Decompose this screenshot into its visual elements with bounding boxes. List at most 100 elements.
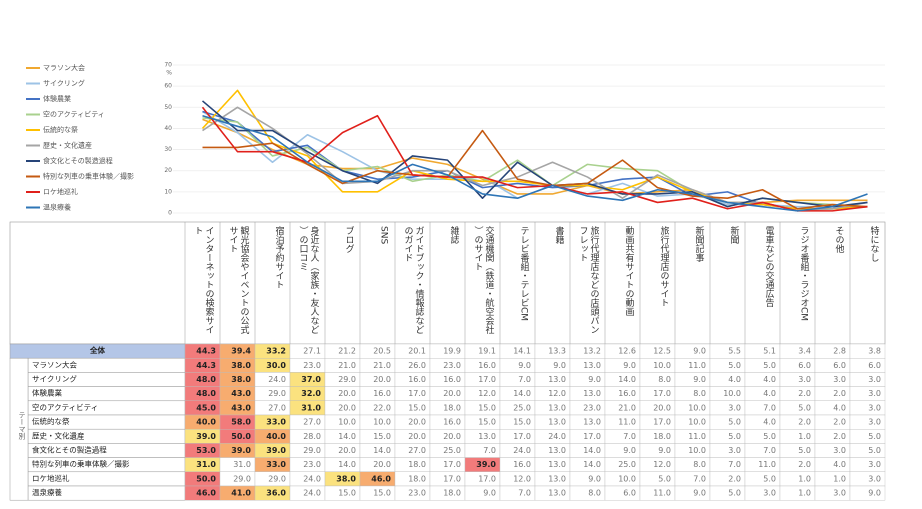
table-value: 12.0 [478, 389, 496, 398]
y-tick-label: 50 [164, 104, 172, 111]
table-value: 14.0 [618, 375, 636, 384]
row-label: 歴史・文化遺産 [32, 430, 85, 440]
table-value: 17.0 [443, 460, 461, 469]
category-header: 書籍 [554, 225, 565, 245]
table-value: 6.0 [868, 361, 881, 370]
table-value: 9.0 [623, 446, 636, 455]
table-value: 16.0 [513, 460, 531, 469]
table-value: 4.0 [763, 418, 776, 427]
table-value: 27.1 [303, 347, 321, 356]
table-value: 16.0 [618, 389, 636, 398]
table-value: 18.0 [443, 489, 461, 498]
table-value: 11.0 [688, 361, 706, 370]
table-value: 3.0 [728, 403, 741, 412]
series-line [201, 106, 868, 212]
table-value: 15.0 [373, 489, 391, 498]
table-value: 39.0 [196, 432, 216, 441]
table-value: 17.0 [478, 474, 496, 483]
table-value: 7.0 [518, 489, 531, 498]
row-label: 空のアクティビティ [32, 402, 98, 412]
table-value: 39.0 [476, 460, 496, 469]
category-header: 身近な人（家族・友人など）の口コミ [298, 225, 320, 334]
table-value: 17.0 [653, 389, 671, 398]
table-value: 5.0 [728, 418, 741, 427]
table-value: 38.0 [231, 375, 251, 384]
table-value: 7.0 [483, 446, 496, 455]
row-group-label: テーマ別 [18, 411, 26, 440]
table-value: 2.0 [728, 474, 741, 483]
table-value: 3.8 [868, 347, 881, 356]
table-value: 15.0 [373, 432, 391, 441]
table-value: 20.0 [653, 403, 671, 412]
table-value: 6.0 [833, 361, 846, 370]
y-tick-label: 70 [164, 62, 172, 69]
table-value: 33.2 [266, 347, 286, 356]
table-value: 14.0 [373, 446, 391, 455]
table-value: 14.0 [338, 432, 356, 441]
table-value: 32.0 [301, 389, 321, 398]
table-value: 58.0 [231, 418, 251, 427]
category-header: 交通機関（鉄道・航空会社）のサイト [473, 225, 495, 335]
category-header: テレビ番組・テレビCM [519, 226, 530, 321]
table-value: 25.0 [618, 460, 636, 469]
table-value: 14.0 [338, 460, 356, 469]
table-value: 3.0 [868, 418, 881, 427]
table-value: 9.0 [588, 474, 601, 483]
table-value: 15.0 [338, 489, 356, 498]
table-value: 24.0 [303, 489, 321, 498]
table-value: 26.0 [408, 361, 426, 370]
group-label-cell [9, 357, 29, 501]
y-tick-label: 10 [164, 188, 172, 195]
table-value: 11.0 [758, 460, 776, 469]
table-value: 9.0 [553, 361, 566, 370]
table-value: 48.0 [196, 389, 216, 398]
table-value: 3.0 [868, 460, 881, 469]
table-value: 16.0 [408, 375, 426, 384]
table-value: 25.0 [443, 446, 461, 455]
table-value: 21.2 [338, 347, 356, 356]
table-value: 23.0 [583, 403, 601, 412]
table-value: 16.0 [443, 375, 461, 384]
table-value: 12.0 [548, 389, 566, 398]
table-value: 15.0 [408, 403, 426, 412]
table-value: 8.0 [693, 460, 706, 469]
table-value: 50.0 [231, 432, 251, 441]
table-value: 10.0 [688, 403, 706, 412]
row-label: 食文化とその製造過程 [32, 445, 107, 455]
table-value: 3.0 [833, 489, 846, 498]
table-value: 17.0 [653, 418, 671, 427]
table-value: 9.0 [518, 361, 531, 370]
table-value: 11.0 [653, 489, 671, 498]
y-tick-label: 40 [164, 125, 172, 132]
table-value: 43.0 [231, 389, 251, 398]
table-value: 21.0 [373, 361, 391, 370]
table-value: 12.5 [653, 347, 671, 356]
table-value: 20.1 [408, 347, 426, 356]
legend-label: 特別な列車の乗車体験／撮影 [43, 172, 134, 181]
table-value: 5.5 [728, 347, 741, 356]
table-value: 13.0 [548, 375, 566, 384]
table-value: 13.0 [583, 361, 601, 370]
category-header: 宿泊予約サイト [274, 225, 285, 289]
table-value: 7.0 [728, 460, 741, 469]
table-value: 46.0 [196, 489, 216, 498]
table-value: 15.0 [513, 418, 531, 427]
table-value: 14.0 [583, 460, 601, 469]
table-value: 24.0 [268, 375, 286, 384]
table-value: 20.0 [408, 432, 426, 441]
table-value: 36.0 [266, 489, 286, 498]
table-value: 18.0 [408, 460, 426, 469]
table-value: 19.9 [443, 347, 461, 356]
table-value: 3.0 [833, 375, 846, 384]
table-value: 2.0 [798, 418, 811, 427]
table-value: 2.0 [833, 432, 846, 441]
category-header: 新聞 [729, 225, 740, 245]
table-value: 43.0 [231, 403, 251, 412]
row-label: 特別な列車の乗車体験／撮影 [32, 459, 130, 469]
table-value: 17.0 [478, 375, 496, 384]
table-value: 12.0 [653, 460, 671, 469]
table-value: 27.0 [408, 446, 426, 455]
table-value: 33.0 [266, 418, 286, 427]
table-value: 8.0 [658, 375, 671, 384]
